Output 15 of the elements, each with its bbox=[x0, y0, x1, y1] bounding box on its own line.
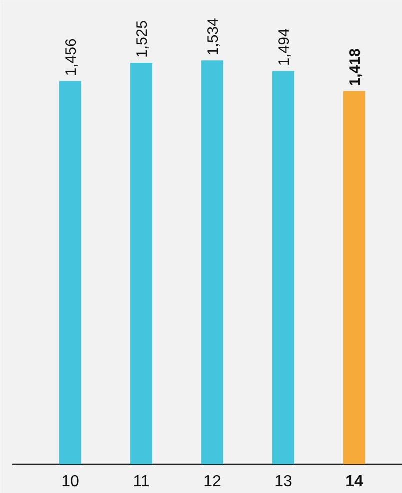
data-label: 1,456 bbox=[63, 38, 80, 76]
x-tick-label: 11 bbox=[133, 474, 150, 490]
data-label: 1,525 bbox=[134, 20, 152, 58]
bar bbox=[344, 91, 366, 464]
x-tick-label: 14 bbox=[346, 474, 364, 490]
x-tick-label: 13 bbox=[274, 474, 293, 490]
bar bbox=[60, 81, 82, 464]
data-label: 1,494 bbox=[276, 28, 294, 66]
data-label: 1,418 bbox=[347, 48, 364, 86]
x-tick-label: 12 bbox=[204, 474, 222, 490]
bar bbox=[130, 63, 153, 464]
bar bbox=[272, 71, 295, 464]
x-tick-label: 10 bbox=[62, 474, 80, 490]
bar bbox=[202, 60, 224, 464]
data-label: 1,534 bbox=[205, 18, 222, 56]
